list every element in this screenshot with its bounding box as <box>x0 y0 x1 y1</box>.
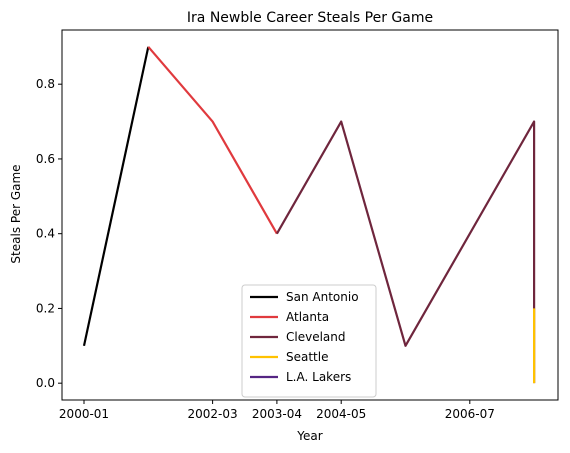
axes: 2000-01 2002-03 2003-04 2004-05 2006-07 0.0 0.… <box>36 29 559 421</box>
axes-frame <box>61 29 559 401</box>
y-tick-label: 0.2 <box>36 301 55 315</box>
legend-frame <box>241 284 377 398</box>
legend-label: Seattle <box>286 350 328 364</box>
series-line-0 <box>82 46 150 347</box>
chart-title: Ira Newble Career Steals Per Game <box>187 10 433 26</box>
legend-label: Cleveland <box>286 330 346 344</box>
series-line-2 <box>275 120 536 384</box>
legend-label: San Antonio <box>286 290 359 304</box>
legend-label: Atlanta <box>286 310 329 324</box>
y-axis-label: Steals Per Game <box>9 164 23 263</box>
x-tick-label: 2000-01 <box>59 407 109 421</box>
x-tick-label: 2003-04 <box>252 407 302 421</box>
y-tick-label: 0.0 <box>36 376 55 390</box>
x-tick-label: 2006-07 <box>445 407 495 421</box>
legend-label: L.A. Lakers <box>286 370 351 384</box>
legend: San Antonio Atlanta Cleveland Seattle L.A. L… <box>241 284 377 398</box>
x-axis-label: Year <box>296 429 322 443</box>
y-tick-label: 0.8 <box>36 77 55 91</box>
y-tick-label: 0.6 <box>36 152 55 166</box>
series-line-1 <box>147 46 278 235</box>
x-tick-label: 2004-05 <box>316 407 366 421</box>
plot-area <box>82 46 536 384</box>
x-tick-label: 2002-03 <box>188 407 238 421</box>
y-tick-label: 0.4 <box>36 227 55 241</box>
